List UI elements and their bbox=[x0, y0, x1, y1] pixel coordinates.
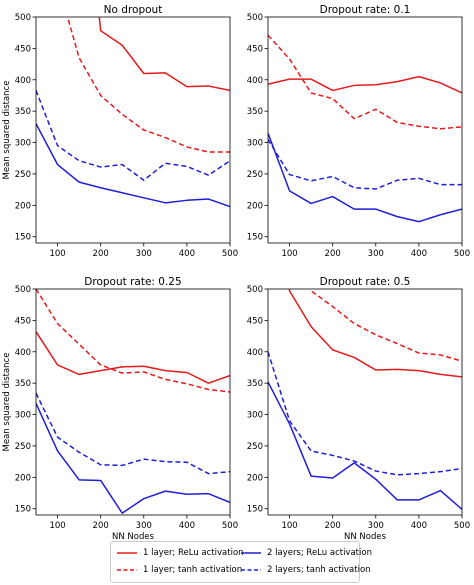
x-tick-label: 100 bbox=[281, 521, 297, 531]
x-tick-label: 500 bbox=[222, 521, 238, 531]
chart-title: No dropout bbox=[104, 4, 163, 16]
legend: 1 layer; ReLu activation 1 layer; tanh a… bbox=[110, 541, 372, 583]
plot-frame bbox=[35, 288, 231, 516]
plot-frame bbox=[267, 288, 463, 516]
x-axis-label: NN Nodes bbox=[112, 532, 155, 542]
chart-panel-3: Dropout rate: 0.25 100 200 300 400 500 150 200 2… bbox=[2, 276, 238, 542]
series-line-relu1 bbox=[268, 75, 462, 94]
chart-title: Dropout rate: 0.5 bbox=[320, 276, 411, 288]
y-tick-label: 300 bbox=[247, 411, 263, 421]
series-line-tanh2 bbox=[36, 392, 230, 475]
y-tick-label: 450 bbox=[15, 44, 31, 54]
y-tick-label: 500 bbox=[247, 13, 263, 23]
y-tick-label: 200 bbox=[15, 201, 31, 211]
y-tick-label: 200 bbox=[247, 473, 263, 483]
x-tick-label: 200 bbox=[325, 521, 341, 531]
y-tick-label: 300 bbox=[15, 139, 31, 149]
y-tick-label: 350 bbox=[15, 107, 31, 117]
y-tick-label: 250 bbox=[247, 442, 263, 452]
y-tick-label: 300 bbox=[15, 411, 31, 421]
x-tick-label: 300 bbox=[136, 249, 152, 259]
legend-swatch-relu2 bbox=[241, 552, 261, 554]
y-axis-label: Mean squared distance bbox=[2, 353, 12, 452]
x-tick-label: 500 bbox=[454, 249, 470, 259]
y-tick-label: 450 bbox=[15, 316, 31, 326]
y-tick-label: 250 bbox=[15, 170, 31, 180]
legend-label-tanh2: 2 layers; tanh activation bbox=[267, 565, 371, 575]
plot-frame bbox=[35, 16, 231, 244]
chart-panel-2: Dropout rate: 0.1 100 200 300 400 500 150 200 25… bbox=[247, 4, 470, 259]
series-line-tanh2 bbox=[36, 90, 230, 181]
x-tick-label: 400 bbox=[411, 521, 427, 531]
series-line-tanh1 bbox=[268, 34, 462, 130]
series-line-relu1 bbox=[288, 289, 462, 378]
y-tick-label: 400 bbox=[15, 76, 31, 86]
y-tick-label: 150 bbox=[15, 233, 31, 243]
y-tick-label: 350 bbox=[247, 107, 263, 117]
x-tick-label: 300 bbox=[136, 521, 152, 531]
y-tick-label: 350 bbox=[15, 379, 31, 389]
y-tick-label: 200 bbox=[247, 201, 263, 211]
y-tick-label: 450 bbox=[247, 44, 263, 54]
series-line-tanh1 bbox=[66, 17, 230, 153]
series-lines bbox=[36, 289, 230, 514]
x-tick-label: 300 bbox=[368, 249, 384, 259]
x-tick-label: 100 bbox=[49, 521, 65, 531]
plot-frame bbox=[267, 16, 463, 244]
legend-swatch-tanh2 bbox=[241, 569, 261, 571]
y-tick-label: 300 bbox=[247, 139, 263, 149]
legend-swatch-tanh1 bbox=[117, 569, 137, 571]
series-line-tanh2 bbox=[268, 139, 462, 190]
series-line-tanh2 bbox=[268, 351, 462, 476]
chart-panel-1: No dropout 100 200 300 400 500 150 200 250 300 350… bbox=[2, 4, 238, 259]
legend-label-relu1: 1 layer; ReLu activation bbox=[143, 548, 244, 558]
x-tick-label: 500 bbox=[222, 249, 238, 259]
x-tick-label: 300 bbox=[368, 521, 384, 531]
y-tick-label: 500 bbox=[15, 13, 31, 23]
x-axis-label: NN Nodes bbox=[344, 532, 387, 542]
chart-title: Dropout rate: 0.25 bbox=[84, 276, 181, 288]
series-line-relu2 bbox=[36, 123, 230, 208]
chart-panel-4: Dropout rate: 0.5 100 200 300 400 500 150 200 25… bbox=[247, 276, 470, 542]
series-line-tanh1 bbox=[309, 289, 462, 362]
x-tick-label: 100 bbox=[49, 249, 65, 259]
legend-swatch-relu1 bbox=[117, 552, 137, 554]
series-line-relu2 bbox=[36, 402, 230, 514]
y-axis-label: Mean squared distance bbox=[2, 81, 12, 180]
x-tick-label: 400 bbox=[179, 249, 195, 259]
series-line-relu1 bbox=[36, 331, 230, 384]
series-line-relu2 bbox=[268, 132, 462, 223]
x-tick-label: 200 bbox=[93, 521, 109, 531]
series-lines bbox=[268, 289, 462, 510]
series-line-relu2 bbox=[268, 381, 462, 510]
x-tick-label: 200 bbox=[325, 249, 341, 259]
y-tick-label: 500 bbox=[15, 285, 31, 295]
legend-label-tanh1: 1 layer; tanh activation bbox=[143, 565, 243, 575]
y-tick-label: 450 bbox=[247, 316, 263, 326]
series-lines bbox=[36, 17, 230, 208]
y-tick-label: 250 bbox=[247, 170, 263, 180]
x-tick-label: 500 bbox=[454, 521, 470, 531]
y-tick-label: 400 bbox=[247, 76, 263, 86]
chart-title: Dropout rate: 0.1 bbox=[320, 4, 411, 16]
y-tick-label: 150 bbox=[247, 505, 263, 515]
series-line-relu1 bbox=[98, 17, 230, 92]
series-lines bbox=[268, 34, 462, 223]
y-tick-label: 400 bbox=[247, 348, 263, 358]
y-tick-label: 150 bbox=[247, 233, 263, 243]
y-tick-label: 400 bbox=[15, 348, 31, 358]
legend-label-relu2: 2 layers; ReLu activation bbox=[267, 548, 372, 558]
x-tick-label: 400 bbox=[411, 249, 427, 259]
y-tick-label: 250 bbox=[15, 442, 31, 452]
y-tick-label: 200 bbox=[15, 473, 31, 483]
x-tick-label: 100 bbox=[281, 249, 297, 259]
y-tick-label: 350 bbox=[247, 379, 263, 389]
series-line-tanh1 bbox=[36, 289, 230, 393]
y-tick-label: 500 bbox=[247, 285, 263, 295]
y-tick-label: 150 bbox=[15, 505, 31, 515]
x-tick-label: 400 bbox=[179, 521, 195, 531]
x-tick-label: 200 bbox=[93, 249, 109, 259]
